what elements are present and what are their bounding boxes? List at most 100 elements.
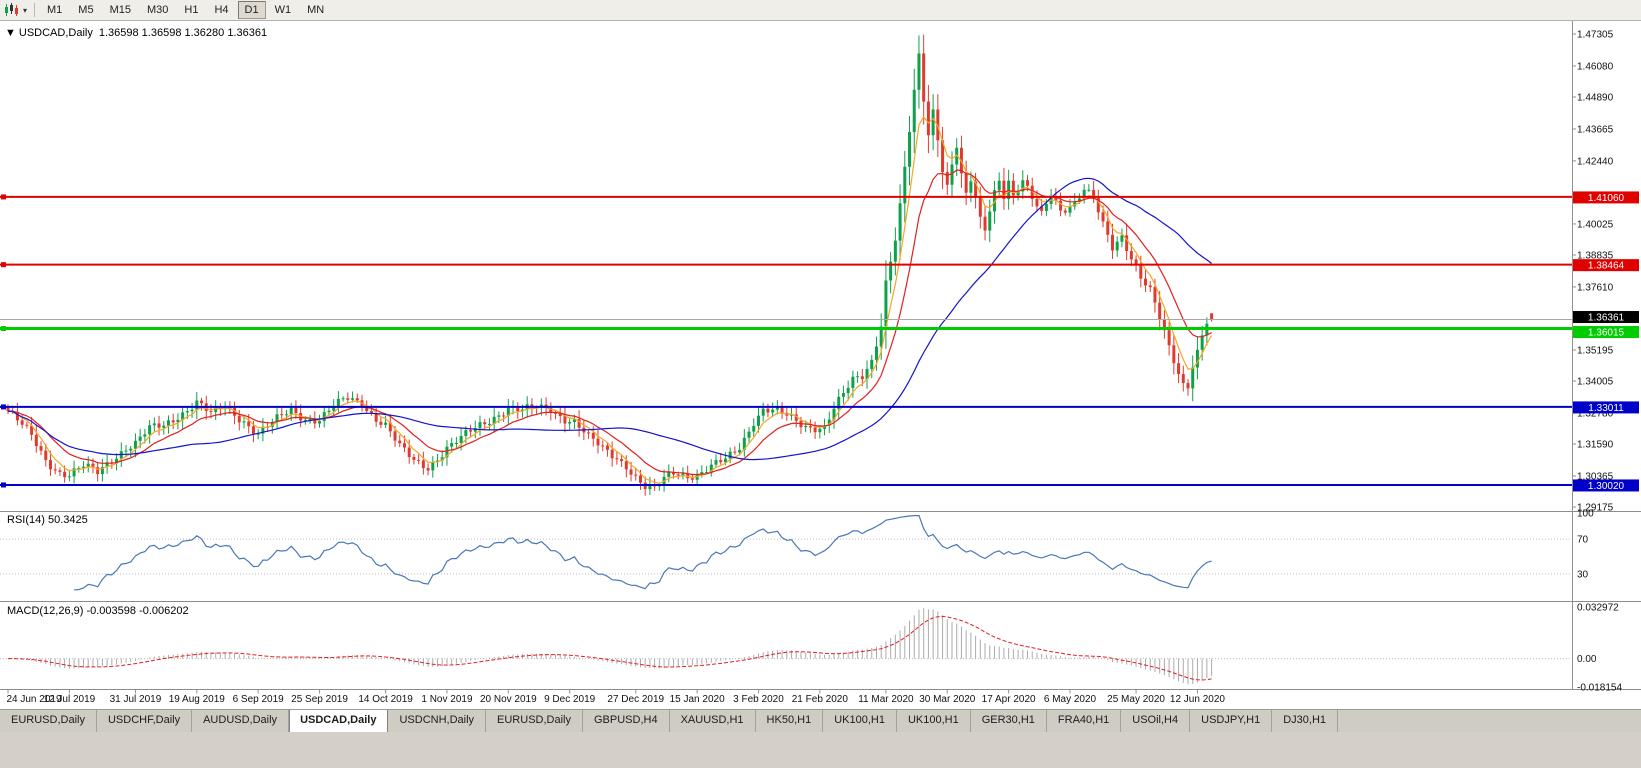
price-tick-label: 1.29175 xyxy=(1577,503,1614,514)
tab-fra40-h1-12[interactable]: FRA40,H1 xyxy=(1046,710,1122,732)
candle-body xyxy=(983,216,987,231)
timeframe-d1[interactable]: D1 xyxy=(237,1,266,19)
date-label: 19 Aug 2019 xyxy=(169,694,226,705)
tab-usoil-h4-13[interactable]: USOil,H4 xyxy=(1121,710,1191,732)
candle-body xyxy=(605,445,609,450)
candle-body xyxy=(1167,330,1171,346)
candle-body xyxy=(100,467,104,475)
candlestick-chart-icon[interactable] xyxy=(2,2,20,18)
hline-handle-1.33011[interactable] xyxy=(1,404,6,410)
tab-gbpusd-h4-6[interactable]: GBPUSD,H4 xyxy=(583,710,670,732)
tab-usdchf-daily-1[interactable]: USDCHF,Daily xyxy=(96,710,193,732)
candle-body xyxy=(870,359,874,369)
candle-body xyxy=(558,412,562,417)
tab-usdjpy-h1-14[interactable]: USDJPY,H1 xyxy=(1190,710,1273,732)
chevron-down-icon[interactable]: ▾ xyxy=(22,5,27,15)
candle-body xyxy=(530,404,534,408)
hline-handle-1.30020[interactable] xyxy=(1,482,6,488)
macd-histogram xyxy=(12,608,1213,685)
date-label: 1 Nov 2019 xyxy=(421,694,473,705)
timeframe-w1[interactable]: W1 xyxy=(274,4,292,16)
tab-uk100-h1-10[interactable]: UK100,H1 xyxy=(896,710,971,732)
candle-body xyxy=(648,484,652,490)
candle xyxy=(549,402,553,421)
candle-body xyxy=(922,53,926,102)
timeframe-m30[interactable]: M30 xyxy=(146,4,169,16)
date-label: 17 Apr 2020 xyxy=(982,694,1036,705)
candle-body xyxy=(332,406,336,411)
candle xyxy=(747,427,751,443)
candle-body xyxy=(1177,363,1181,375)
candle-body xyxy=(705,471,709,473)
candle-body xyxy=(874,346,878,360)
candle-body xyxy=(568,421,572,424)
candle-body xyxy=(577,419,581,428)
candle-body xyxy=(299,413,303,421)
tab-hk50-h1-8[interactable]: HK50,H1 xyxy=(755,710,824,732)
timeframe-mn[interactable]: MN xyxy=(307,4,325,16)
candle-body xyxy=(969,181,973,193)
timeframe-h4[interactable]: H4 xyxy=(214,4,229,16)
candle-body xyxy=(964,173,968,193)
date-label: 6 Sep 2019 xyxy=(233,694,285,705)
candle xyxy=(808,419,812,433)
collapse-triangle-icon[interactable]: ▼ xyxy=(5,27,16,39)
candle-body xyxy=(992,190,996,212)
timeframe-m5[interactable]: M5 xyxy=(78,4,94,16)
candle xyxy=(398,434,402,448)
candle-body xyxy=(86,463,90,467)
candle-body xyxy=(808,426,812,428)
candle-body xyxy=(955,147,959,165)
chart-canvas[interactable]: 1.47305 1.46080 1.44890 1.43665 1.42440 1.400… xyxy=(0,21,1641,709)
date-label: 6 May 2020 xyxy=(1044,694,1097,705)
candle-body xyxy=(53,469,57,471)
tab-usdcad-daily-3[interactable]: USDCAD,Daily xyxy=(289,710,389,732)
candle-body xyxy=(1096,197,1100,213)
hline-1.38464-badge-label: 1.38464 xyxy=(1588,261,1625,272)
candle-body xyxy=(44,450,48,461)
candle xyxy=(1096,189,1100,220)
candle-body xyxy=(384,422,388,425)
candle-body xyxy=(341,398,345,400)
candle xyxy=(431,456,435,478)
candle-body xyxy=(780,406,784,413)
candle-body xyxy=(497,415,501,417)
candle xyxy=(756,406,760,433)
candle xyxy=(761,402,765,422)
candle-body xyxy=(247,421,251,427)
candle-body xyxy=(388,422,392,432)
tab-dj30-h1-15[interactable]: DJ30,H1 xyxy=(1272,710,1339,732)
tab-audusd-daily-2[interactable]: AUDUSD,Daily xyxy=(192,710,290,732)
tab-xauusd-h1-7[interactable]: XAUUSD,H1 xyxy=(669,710,756,732)
macd-axis-label: 0.032972 xyxy=(1577,603,1619,614)
candle xyxy=(469,424,473,438)
tab-usdcnh-daily-4[interactable]: USDCNH,Daily xyxy=(388,710,487,732)
candle-body xyxy=(1191,367,1195,389)
candle-body xyxy=(554,412,558,414)
rsi-line xyxy=(74,515,1212,591)
candle-body xyxy=(591,432,595,439)
hline-handle-1.36015[interactable] xyxy=(1,326,6,332)
tab-uk100-h1-9[interactable]: UK100,H1 xyxy=(823,710,897,732)
timeframe-m15[interactable]: M15 xyxy=(109,4,131,16)
candle xyxy=(908,116,912,186)
tab-eurusd-daily-5[interactable]: EURUSD,Daily xyxy=(486,710,583,732)
date-label: 9 Dec 2019 xyxy=(544,694,596,705)
tab-ger30-h1-11[interactable]: GER30,H1 xyxy=(970,710,1047,732)
toolbar-separator xyxy=(34,3,35,17)
candle-body xyxy=(242,421,246,423)
candle xyxy=(124,444,128,458)
candle-body xyxy=(209,410,213,412)
hline-handle-1.38464[interactable] xyxy=(1,262,6,268)
hline-handle-1.41060[interactable] xyxy=(1,194,6,200)
candle-body xyxy=(166,420,170,426)
tab-eurusd-daily-0[interactable]: EURUSD,Daily xyxy=(0,710,97,732)
candle-body xyxy=(912,89,916,133)
timeframe-m1[interactable]: M1 xyxy=(47,4,63,16)
timeframe-h1[interactable]: H1 xyxy=(184,4,199,16)
date-label: 25 May 2020 xyxy=(1107,694,1165,705)
candle-body xyxy=(889,261,893,281)
price-tick-label: 1.40025 xyxy=(1577,219,1614,230)
candle-body xyxy=(978,197,982,217)
candle xyxy=(1120,228,1124,248)
